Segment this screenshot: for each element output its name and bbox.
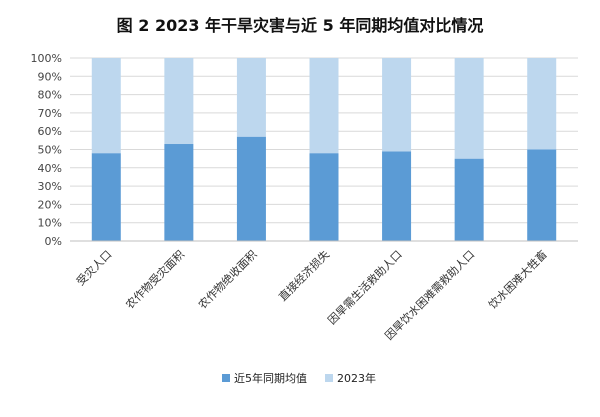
- y-tick-label: 80%: [38, 89, 62, 102]
- bar-segment-2023: [91, 58, 121, 154]
- x-category-label: 直接经济损失: [276, 247, 333, 304]
- y-tick-label: 0%: [45, 235, 62, 248]
- y-tick-label: 50%: [38, 144, 62, 157]
- bar-segment-2023: [527, 58, 557, 150]
- y-tick-label: 10%: [38, 217, 62, 230]
- y-tick-label: 100%: [31, 52, 62, 65]
- x-category-label: 因旱需生活救助人口: [325, 247, 405, 327]
- y-tick-label: 20%: [38, 198, 62, 211]
- bar-segment-avg: [527, 149, 557, 241]
- bar-segment-avg: [454, 158, 484, 241]
- bar-segment-avg: [236, 136, 266, 241]
- bar-segment-2023: [454, 58, 484, 159]
- y-tick-label: 30%: [38, 180, 62, 193]
- y-tick-label: 70%: [38, 107, 62, 120]
- y-tick-label: 40%: [38, 162, 62, 175]
- bar-segment-avg: [164, 144, 194, 241]
- bar-segment-2023: [236, 58, 266, 137]
- bar-segment-avg: [309, 153, 339, 241]
- x-category-label: 农作物受灾面积: [123, 247, 187, 311]
- y-tick-label: 90%: [38, 70, 62, 83]
- legend-swatch: [222, 374, 230, 382]
- bar-segment-avg: [382, 151, 412, 241]
- chart-title: 图 2 2023 年干旱灾害与近 5 年同期均值对比情况: [116, 16, 484, 35]
- x-category-label: 饮水困难大牲畜: [485, 247, 549, 311]
- bar-segment-2023: [382, 58, 412, 152]
- y-tick-label: 60%: [38, 125, 62, 138]
- legend-label: 近5年同期均值: [234, 371, 307, 385]
- bar-segment-2023: [309, 58, 339, 154]
- legend-swatch: [325, 374, 333, 382]
- x-category-label: 受灾人口: [73, 247, 114, 288]
- bar-segment-avg: [91, 153, 121, 241]
- legend-label: 2023年: [337, 371, 376, 385]
- bar-segment-2023: [164, 58, 194, 145]
- x-category-label: 农作物绝收面积: [195, 247, 259, 311]
